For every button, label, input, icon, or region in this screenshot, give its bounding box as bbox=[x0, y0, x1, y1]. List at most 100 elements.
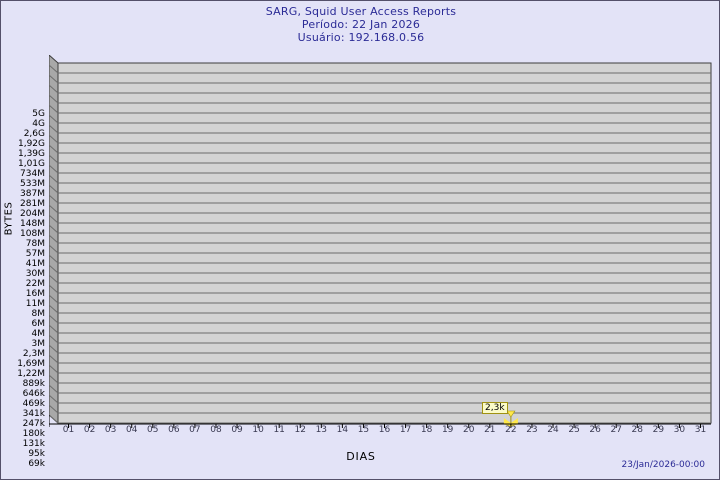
y-tick-label: 204M bbox=[20, 209, 45, 219]
y-tick-label: 2,3M bbox=[22, 349, 45, 359]
x-tick-label: 17 bbox=[399, 425, 412, 435]
side-gridline bbox=[49, 404, 59, 414]
generation-timestamp: 23/Jan/2026-00:00 bbox=[621, 460, 705, 470]
x-tick-label: 06 bbox=[168, 425, 180, 435]
side-gridline bbox=[49, 84, 59, 94]
x-tick-label: 16 bbox=[378, 425, 391, 435]
side-gridline bbox=[49, 244, 59, 254]
x-tick-label: 08 bbox=[210, 425, 222, 435]
side-gridline bbox=[49, 414, 59, 424]
y-tick-label: 5G bbox=[32, 109, 45, 119]
side-gridline bbox=[49, 264, 59, 274]
y-tick-label: 108M bbox=[20, 229, 45, 239]
chart-user: Usuário: 192.168.0.56 bbox=[297, 31, 425, 44]
side-gridline bbox=[49, 344, 59, 354]
y-tick-label: 1,92G bbox=[17, 139, 45, 149]
y-tick-label: 2,6G bbox=[23, 129, 45, 139]
y-tick-label: 11M bbox=[25, 299, 45, 309]
x-tick-label: 11 bbox=[273, 425, 285, 435]
x-tick-label: 27 bbox=[610, 425, 622, 435]
side-gridline bbox=[49, 294, 59, 304]
side-gridline bbox=[49, 224, 59, 234]
x-tick-label: 07 bbox=[189, 425, 201, 435]
data-point-label: 2,3k bbox=[482, 402, 508, 414]
x-tick-label: 05 bbox=[147, 425, 159, 435]
side-gridline bbox=[49, 164, 59, 174]
y-tick-label: 131k bbox=[22, 439, 45, 449]
data-point-marker bbox=[503, 410, 518, 427]
x-tick-label: 01 bbox=[62, 425, 75, 435]
y-tick-label: 1,69M bbox=[17, 359, 45, 369]
x-tick-label: 09 bbox=[231, 425, 243, 435]
side-gridline bbox=[49, 324, 59, 334]
x-tick-label: 28 bbox=[631, 425, 643, 435]
side-gridline bbox=[49, 304, 59, 314]
y-tick-label: 247k bbox=[22, 419, 45, 429]
x-axis-tick-labels: 01 02 03 04 05 06 07 08 09 10 11 12 13 14 15 16 17 18 19 20… bbox=[1, 425, 719, 439]
side-gridline bbox=[49, 374, 59, 384]
side-gridline bbox=[49, 314, 59, 324]
y-tick-label: 341k bbox=[22, 409, 45, 419]
side-gridline bbox=[49, 354, 59, 364]
x-tick-label: 22 bbox=[505, 425, 517, 435]
side-gridline bbox=[49, 154, 59, 164]
x-tick-label: 18 bbox=[420, 425, 433, 435]
y-tick-label: 889k bbox=[22, 379, 45, 389]
side-gridline bbox=[49, 214, 59, 224]
data-markers bbox=[503, 410, 518, 427]
y-tick-label: 41M bbox=[25, 259, 45, 269]
plot-svg bbox=[49, 55, 712, 428]
side-gridline bbox=[49, 394, 59, 404]
side-face-gridlines bbox=[49, 64, 59, 424]
y-tick-label: 646k bbox=[22, 389, 45, 399]
side-gridline bbox=[49, 364, 59, 374]
side-gridline bbox=[49, 334, 59, 344]
x-tick-label: 12 bbox=[294, 425, 306, 435]
y-tick-label: 69k bbox=[28, 459, 45, 469]
x-tick-label: 31 bbox=[694, 425, 707, 435]
x-tick-label: 20 bbox=[463, 425, 475, 435]
y-tick-label: 57M bbox=[25, 249, 45, 259]
side-gridline bbox=[49, 64, 59, 74]
x-tick-label: 29 bbox=[652, 425, 665, 435]
y-tick-label: 1,22M bbox=[17, 369, 45, 379]
y-tick-label: 78M bbox=[25, 239, 45, 249]
x-tick-label: 14 bbox=[336, 425, 349, 435]
y-tick-label: 734M bbox=[20, 169, 45, 179]
x-tick-label: 04 bbox=[125, 425, 138, 435]
side-gridline bbox=[49, 384, 59, 394]
y-tick-label: 8M bbox=[31, 309, 46, 319]
side-gridline bbox=[49, 94, 59, 104]
y-tick-label: 4G bbox=[32, 119, 45, 129]
side-gridline bbox=[49, 174, 59, 184]
y-tick-label: 180k bbox=[22, 429, 45, 439]
side-gridline bbox=[49, 194, 59, 204]
x-tick-label: 25 bbox=[568, 425, 580, 435]
x-tick-label: 03 bbox=[104, 425, 117, 435]
plot-area bbox=[49, 55, 713, 431]
side-gridline bbox=[49, 124, 59, 134]
side-gridline bbox=[49, 184, 59, 194]
side-gridline bbox=[49, 284, 59, 294]
y-tick-label: 16M bbox=[25, 289, 45, 299]
y-tick-label: 30M bbox=[25, 269, 45, 279]
side-gridline bbox=[49, 234, 59, 244]
side-gridline bbox=[49, 254, 59, 264]
side-gridline bbox=[49, 114, 59, 124]
y-tick-label: 148M bbox=[20, 219, 45, 229]
side-gridline bbox=[49, 274, 59, 284]
x-axis-ticks bbox=[68, 424, 701, 428]
x-tick-label: 26 bbox=[589, 425, 601, 435]
x-tick-label: 13 bbox=[315, 425, 328, 435]
x-tick-label: 15 bbox=[357, 425, 370, 435]
y-tick-label: 1,01G bbox=[17, 159, 45, 169]
y-tick-label: 1,39G bbox=[17, 149, 45, 159]
x-axis-title: DIAS bbox=[346, 450, 376, 463]
side-gridline bbox=[49, 134, 59, 144]
y-tick-label: 3M bbox=[31, 339, 46, 349]
y-tick-label: 281M bbox=[20, 199, 45, 209]
y-tick-label: 469k bbox=[22, 399, 45, 409]
y-tick-label: 22M bbox=[25, 279, 45, 289]
side-gridline bbox=[49, 144, 59, 154]
